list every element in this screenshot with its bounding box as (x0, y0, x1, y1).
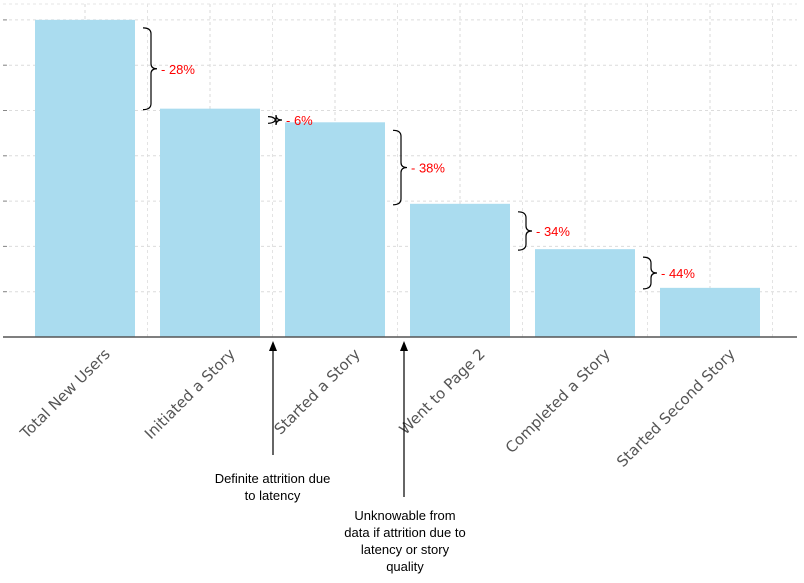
unknowable-note: Unknowable from data if attrition due to… (325, 507, 485, 575)
drop-label: - 34% (536, 224, 570, 239)
bar (35, 19, 135, 337)
x-tick-labels: Total New Users Initiated a Story Started … (16, 345, 739, 471)
drop-brace (392, 129, 408, 206)
x-tick-label: Completed a Story (502, 345, 614, 457)
x-tick-label: Total New Users (16, 345, 114, 443)
drop-brace (142, 27, 158, 111)
bars (35, 19, 760, 338)
unknowable-note-line: latency or story (360, 542, 450, 557)
unknowable-note-line: data if attrition due to (344, 525, 466, 540)
unknowable-note-line: quality (386, 559, 424, 574)
bar (410, 203, 510, 337)
drop-label: - 38% (411, 161, 445, 176)
arrow-head (400, 341, 408, 351)
bar (160, 108, 260, 338)
bar (535, 249, 635, 337)
annotation-arrows (269, 341, 408, 497)
latency-note-line: to latency (244, 488, 301, 503)
bar (285, 122, 385, 338)
drop-brace (517, 211, 533, 251)
x-tick-label: Went to Page 2 (396, 345, 489, 438)
latency-note: Definite attrition due to latency (200, 470, 345, 504)
drop-label: - 44% (661, 266, 695, 281)
drop-brace (642, 256, 658, 290)
drop-brace (267, 114, 283, 126)
unknowable-note-line: Unknowable from (354, 508, 456, 523)
x-tick-label: Started a Story (271, 345, 364, 438)
drop-label: - 28% (161, 62, 195, 77)
x-tick-label: Started Second Story (613, 345, 739, 471)
drop-label: - 6% (286, 113, 313, 128)
drop-braces: - 28% - 6% - 38% - 34% - 44% (142, 27, 695, 290)
latency-note-line: Definite attrition due (214, 471, 331, 486)
x-tick-label: Initiated a Story (141, 345, 239, 443)
bar (660, 287, 760, 337)
arrow-head (269, 341, 277, 351)
